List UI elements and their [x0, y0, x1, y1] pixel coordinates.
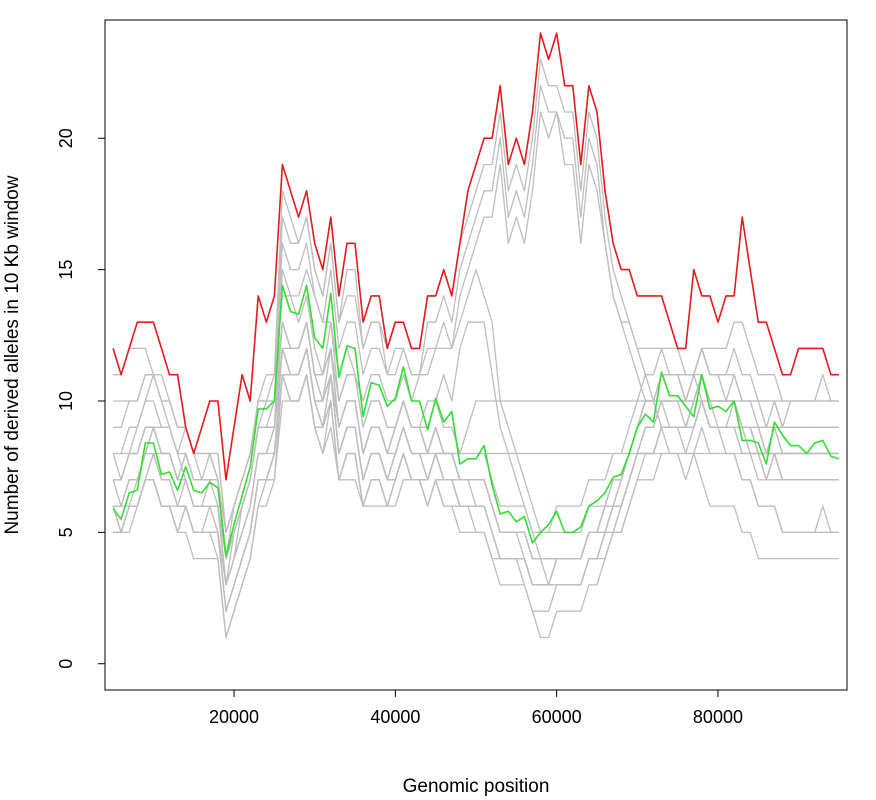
series-line-individual-18	[113, 374, 839, 612]
x-axis: 20000 40000 60000 80000	[209, 689, 743, 727]
y-tick-label: 10	[56, 391, 76, 411]
x-tick-label: 60000	[532, 707, 582, 727]
y-tick-label: 5	[56, 527, 76, 537]
individual-series-group	[112, 58, 839, 639]
x-tick-label: 80000	[693, 707, 743, 727]
x-tick-label: 40000	[370, 707, 420, 727]
y-axis: 0 5 10 15 20	[56, 128, 106, 669]
series-line-individual-19	[113, 374, 839, 586]
y-tick-label: 0	[56, 659, 76, 669]
series-line-mean	[112, 284, 840, 557]
y-tick-label: 20	[56, 128, 76, 148]
y-axis-label: Number of derived alleles in 10 Kb windo…	[2, 175, 23, 534]
summary-series-group	[112, 32, 840, 557]
series-line-max	[112, 32, 839, 481]
x-tick-label: 20000	[209, 707, 259, 727]
x-axis-label: Genomic position	[403, 776, 550, 797]
y-tick-label: 15	[56, 260, 76, 280]
